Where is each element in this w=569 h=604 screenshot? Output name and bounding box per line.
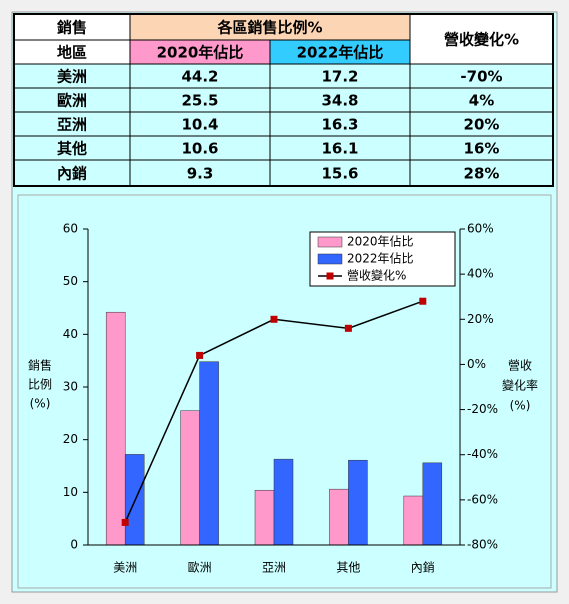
y2-tick-label: -60% — [467, 492, 498, 506]
cell-text: 2022年佔比 — [297, 44, 384, 62]
table-cell — [409, 13, 554, 65]
y2-tick-label: -80% — [467, 538, 498, 552]
table-cell — [409, 111, 554, 137]
cell-text: 亞洲 — [57, 116, 87, 134]
cell-text: 20% — [464, 116, 500, 134]
table-cell — [13, 87, 131, 113]
y2-tick-label: 40% — [467, 267, 494, 281]
y2-axis-label: 營收 — [508, 359, 532, 373]
cell-text: 15.6 — [321, 165, 358, 183]
y-axis-label: 銷售 — [28, 358, 52, 373]
legend-label: 營收變化% — [347, 268, 406, 283]
cell-text: 34.8 — [321, 92, 358, 110]
cell-text: 地區 — [57, 44, 87, 62]
bar — [348, 459, 368, 546]
cell-text: 16.1 — [321, 140, 358, 158]
cell-text: 營收變化% — [444, 31, 519, 49]
table-cell — [13, 39, 131, 65]
x-tick-label: 亞洲 — [262, 561, 286, 575]
legend-swatch — [326, 272, 334, 280]
y-tick-label: 60 — [63, 222, 78, 236]
table-cell — [13, 159, 131, 187]
table-cell — [409, 135, 554, 161]
table-cell — [129, 63, 271, 89]
y-tick-label: 30 — [63, 380, 78, 394]
bar — [403, 495, 424, 546]
x-tick-label: 歐洲 — [188, 560, 212, 575]
y-tick-label: 50 — [63, 274, 78, 288]
table-cell — [129, 159, 271, 187]
y-tick-label: 10 — [63, 485, 78, 499]
x-tick-label: 美洲 — [113, 561, 137, 575]
table-cell — [129, 135, 271, 161]
table-cell — [269, 135, 411, 161]
cell-text: 2020年佔比 — [157, 44, 244, 62]
cell-text: -70% — [460, 68, 502, 86]
bar — [180, 410, 200, 546]
table-cell — [269, 159, 411, 187]
cell-text: 其他 — [57, 140, 87, 158]
marker — [419, 297, 427, 305]
bar — [273, 458, 294, 546]
chart-area — [17, 194, 552, 589]
y-axis-label: (%) — [30, 397, 51, 411]
table-cell — [269, 111, 411, 137]
bar — [199, 361, 219, 546]
cell-text: 9.3 — [187, 165, 214, 183]
y2-tick-label: 20% — [467, 312, 494, 326]
cell-text: 44.2 — [181, 68, 218, 86]
legend-label: 2020年佔比 — [347, 235, 414, 249]
y2-axis-label: 變化率 — [502, 378, 538, 393]
marker — [121, 518, 129, 526]
cell-text: 16% — [464, 140, 500, 158]
y2-tick-label: 60% — [467, 222, 494, 236]
bar — [422, 462, 443, 546]
y2-tick-label: 0% — [467, 357, 486, 371]
bar — [329, 488, 349, 546]
x-tick-label: 內銷 — [411, 560, 435, 575]
bar — [105, 311, 126, 546]
legend-label: 2022年佔比 — [347, 252, 414, 266]
y2-tick-label: -40% — [467, 447, 498, 461]
table-cell — [129, 111, 271, 137]
cell-text: 16.3 — [321, 116, 358, 134]
cell-text: 10.4 — [181, 116, 218, 134]
table-border — [13, 13, 554, 187]
cell-text: 歐洲 — [57, 92, 87, 110]
marker — [270, 315, 278, 323]
table-cell — [269, 63, 411, 89]
cell-text: 美洲 — [57, 68, 87, 86]
marker — [196, 351, 204, 359]
legend-swatch — [317, 236, 343, 248]
cell-text: 各區銷售比例% — [216, 19, 322, 37]
x-tick-label: 其他 — [336, 561, 360, 575]
cell-text: 28% — [464, 165, 500, 183]
y2-axis-label: (%) — [510, 399, 531, 413]
cell-text: 銷售 — [57, 19, 87, 37]
cell-text: 10.6 — [181, 140, 218, 158]
cell-text: 內銷 — [57, 165, 87, 183]
y-tick-label: 0 — [70, 538, 78, 552]
table-cell — [409, 87, 554, 113]
table-cell — [269, 87, 411, 113]
bar — [254, 489, 275, 546]
marker — [344, 324, 352, 332]
cell-text: 17.2 — [321, 68, 358, 86]
y2-tick-label: -20% — [467, 402, 498, 416]
y-tick-label: 40 — [63, 327, 78, 341]
cell-text: 4% — [469, 92, 494, 110]
y-tick-label: 20 — [63, 432, 78, 446]
legend-swatch — [317, 253, 343, 265]
cell-text: 25.5 — [181, 92, 218, 110]
y-axis-label: 比例 — [28, 378, 52, 392]
table-cell — [129, 87, 271, 113]
